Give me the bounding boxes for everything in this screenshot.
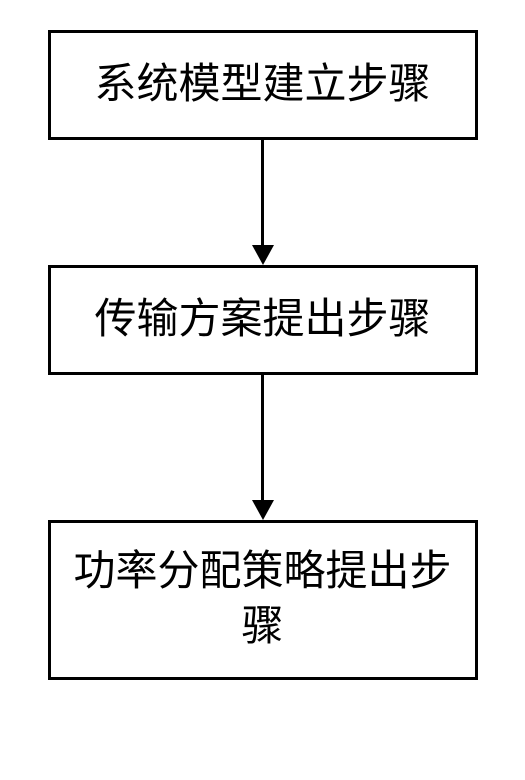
arrow-head-icon <box>252 245 274 265</box>
flowchart-node-step1: 系统模型建立步骤 <box>48 30 478 140</box>
arrow-line <box>261 140 264 245</box>
flowchart-node-step3: 功率分配策略提出步骤 <box>48 520 478 680</box>
flowchart-container: 系统模型建立步骤 传输方案提出步骤 功率分配策略提出步骤 <box>48 30 478 680</box>
arrow-line <box>261 375 264 500</box>
flowchart-arrow-2 <box>252 375 274 520</box>
node-label: 系统模型建立步骤 <box>94 58 430 113</box>
flowchart-node-step2: 传输方案提出步骤 <box>48 265 478 375</box>
flowchart-arrow-1 <box>252 140 274 265</box>
node-label: 功率分配策略提出步骤 <box>71 545 455 654</box>
node-label: 传输方案提出步骤 <box>94 293 430 348</box>
arrow-head-icon <box>252 500 274 520</box>
